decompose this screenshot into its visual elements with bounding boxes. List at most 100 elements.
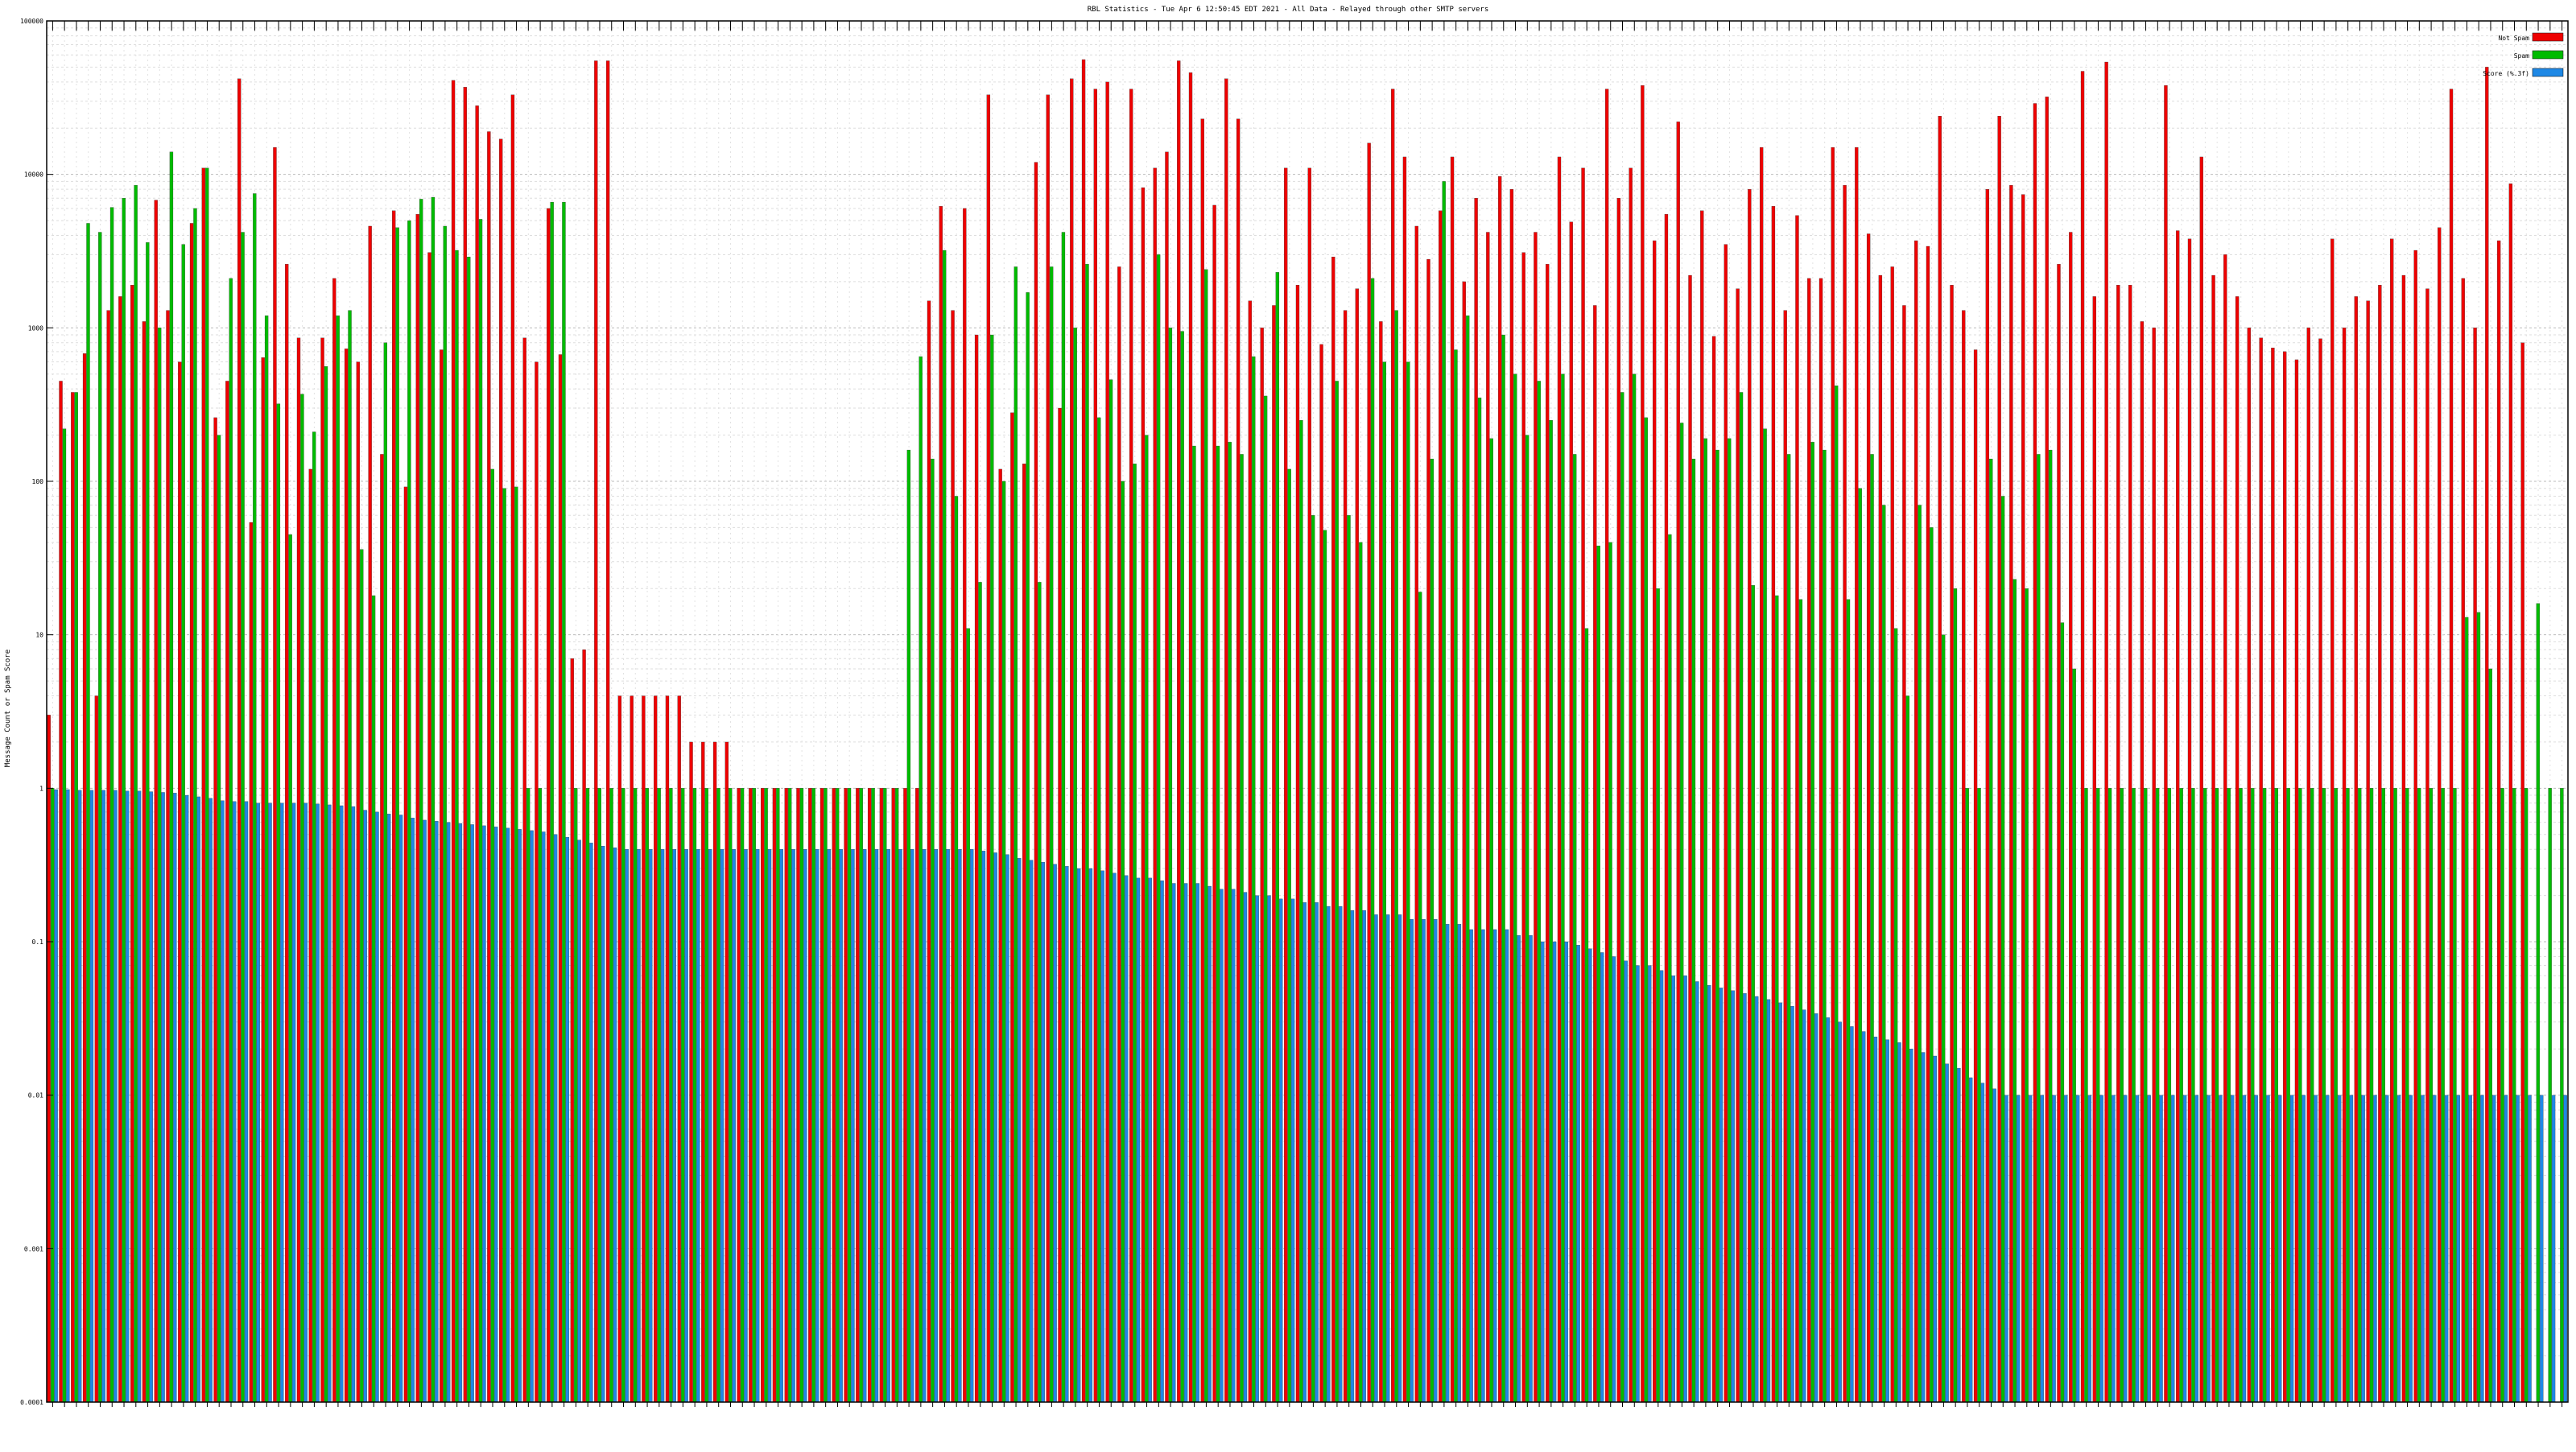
spam-bar: [1989, 458, 1993, 1403]
not-spam-bar: [2223, 254, 2227, 1403]
not-spam-bar: [1248, 300, 1253, 1403]
score-bar: [1053, 864, 1057, 1403]
spam-bar: [1835, 386, 1839, 1403]
spam-bar: [1145, 435, 1149, 1403]
spam-bar: [2298, 788, 2302, 1403]
spam-bar: [2393, 788, 2397, 1403]
not-spam-bar: [2033, 103, 2037, 1403]
not-spam-bar: [415, 214, 419, 1403]
not-spam-bar: [998, 468, 1002, 1403]
score-bar: [1100, 870, 1104, 1403]
not-spam-bar: [903, 788, 907, 1403]
score-bar: [54, 789, 58, 1403]
spam-bar: [312, 431, 316, 1403]
spam-bar: [597, 788, 601, 1403]
not-spam-bar: [1878, 274, 1883, 1403]
not-spam-bar: [2508, 184, 2513, 1403]
score-bar: [1719, 988, 1724, 1403]
score-bar: [2159, 1095, 2163, 1403]
y-tick-label: 0.001: [24, 1245, 43, 1252]
spam-bar: [716, 788, 720, 1403]
spam-bar: [2215, 788, 2219, 1403]
not-spam-bar: [1855, 146, 1859, 1403]
score-bar: [1018, 858, 1022, 1403]
spam-bar: [1430, 458, 1435, 1403]
not-spam-bar: [1711, 336, 1716, 1403]
score-bar: [1148, 877, 1152, 1403]
score-bar: [173, 793, 177, 1403]
spam-bar: [1918, 505, 1922, 1403]
score-bar: [2385, 1095, 2389, 1403]
y-tick-label: 100: [32, 478, 44, 485]
not-spam-bar: [332, 278, 336, 1403]
spam-bar: [324, 366, 328, 1403]
not-spam-bar: [1200, 118, 1204, 1403]
score-bar: [2242, 1095, 2247, 1403]
spam-bar: [478, 219, 483, 1403]
score-bar: [1517, 934, 1521, 1403]
spam-bar: [729, 788, 733, 1403]
score-bar: [2064, 1095, 2068, 1403]
not-spam-bar: [1331, 257, 1335, 1403]
score-bar: [2289, 1095, 2294, 1403]
spam-bar: [2239, 788, 2243, 1403]
score-bar: [2504, 1095, 2508, 1403]
not-spam-bar: [94, 695, 99, 1403]
spam-bar: [1823, 449, 1827, 1403]
spam-bar: [2465, 617, 2469, 1403]
score-bar: [791, 849, 795, 1403]
y-tick-label: 0.0001: [20, 1399, 43, 1406]
not-spam-bar: [1914, 240, 1918, 1403]
score-bar: [114, 790, 118, 1403]
score-bar: [66, 789, 70, 1403]
score-bar: [1374, 914, 1378, 1403]
score-bar: [184, 794, 189, 1403]
score-bar: [1564, 941, 1569, 1403]
score-bar: [553, 834, 558, 1403]
spam-bar: [1216, 445, 1220, 1403]
spam-bar: [348, 310, 352, 1403]
score-bar: [2528, 1095, 2532, 1403]
spam-bar: [633, 788, 638, 1403]
score-bar: [1505, 929, 1509, 1403]
not-spam-bar: [1497, 176, 1502, 1403]
not-spam-bar: [1177, 60, 1181, 1403]
score-bar: [137, 790, 142, 1403]
spam-bar: [704, 788, 708, 1403]
spam-bar: [1323, 530, 1327, 1403]
spam-bar: [2334, 788, 2338, 1403]
spam-bar: [526, 788, 530, 1403]
spam-bar: [1287, 468, 1291, 1403]
score-bar: [2124, 1095, 2128, 1403]
not-spam-bar: [1284, 167, 1288, 1403]
score-bar: [1980, 1083, 1985, 1403]
score-bar: [1766, 999, 1771, 1403]
not-spam-bar: [2247, 328, 2252, 1403]
spam-bar: [1930, 527, 1934, 1403]
score-bar: [1838, 1021, 1842, 1403]
not-spam-bar: [1509, 188, 1514, 1403]
not-spam-bar: [1426, 258, 1430, 1403]
not-spam-bar: [2187, 238, 2192, 1403]
spam-bar: [134, 184, 138, 1403]
score-bar: [1826, 1017, 1831, 1403]
score-bar: [660, 849, 665, 1403]
not-spam-bar: [701, 741, 705, 1403]
not-spam-bar: [1212, 204, 1216, 1403]
not-spam-bar: [440, 349, 444, 1403]
spam-bar: [2286, 788, 2290, 1403]
score-bar: [970, 849, 974, 1403]
not-spam-bar: [189, 223, 194, 1403]
not-spam-bar: [927, 300, 931, 1403]
spam-bar: [455, 250, 459, 1403]
not-spam-bar: [951, 310, 955, 1403]
score-bar: [1778, 1002, 1782, 1403]
score-bar: [1731, 990, 1735, 1403]
score-bar: [149, 791, 153, 1403]
not-spam-bar: [1759, 146, 1764, 1403]
spam-bar: [2417, 788, 2421, 1403]
score-bar: [1957, 1067, 1961, 1403]
not-spam-bar: [1367, 142, 1371, 1403]
spam-bar: [764, 788, 768, 1403]
not-spam-bar: [403, 486, 408, 1403]
